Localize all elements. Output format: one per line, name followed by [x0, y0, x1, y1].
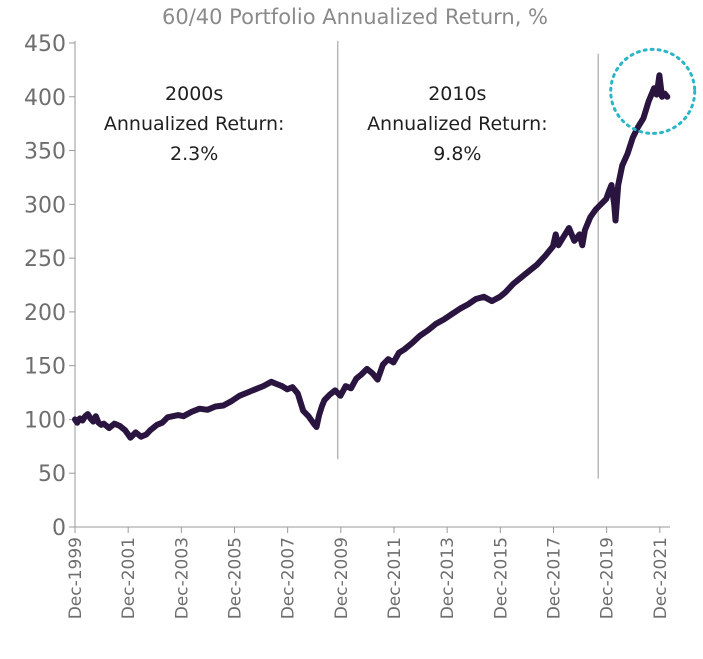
- x-tick-label: Dec-2017: [544, 537, 564, 619]
- x-tick-label: Dec-2019: [598, 537, 618, 619]
- annotation-text: Annualized Return:: [104, 113, 285, 135]
- y-tick-label: 0: [52, 516, 66, 541]
- y-tick-label: 200: [24, 301, 66, 326]
- x-tick-label: Dec-2009: [332, 537, 352, 619]
- series-layer: [72, 72, 671, 441]
- x-tick-label: Dec-2003: [172, 537, 192, 619]
- x-tick-label: Dec-2007: [279, 537, 299, 619]
- y-tick-label: 400: [24, 86, 66, 111]
- y-tick-label: 100: [24, 408, 66, 433]
- series-line: [72, 72, 671, 441]
- y-tick-label: 50: [38, 462, 66, 487]
- annotation-text: 2010s: [428, 83, 486, 105]
- highlight-layer: [609, 47, 697, 135]
- highlight-circle: [609, 47, 697, 135]
- y-tick-label: 450: [24, 32, 66, 57]
- x-tick-label: Dec-2001: [119, 537, 139, 619]
- y-tick-label: 300: [24, 193, 66, 218]
- period-dividers: [336, 40, 599, 479]
- annotation-text: 2000s: [165, 83, 223, 105]
- y-axis: 0 50 100 150 200 250 300 350 400 450: [24, 32, 76, 541]
- chart-title: 60/40 Portfolio Annualized Return, %: [162, 5, 548, 29]
- x-tick-label: Dec-2005: [225, 537, 245, 619]
- y-tick-label: 250: [24, 247, 66, 272]
- x-tick-label: Dec-2021: [651, 537, 671, 619]
- period-annotations: 2000s Annualized Return: 2.3% 2010s Annualiz…: [104, 83, 548, 165]
- annotation-text: 9.8%: [433, 143, 481, 165]
- x-tick-label: Dec-2015: [491, 537, 511, 619]
- y-tick-label: 150: [24, 355, 66, 380]
- x-axis: Dec-1999 Dec-2001 Dec-2003 Dec-2005 Dec-2007…: [66, 526, 671, 619]
- y-tick-label: 350: [24, 140, 66, 165]
- x-tick-label: Dec-2013: [438, 537, 458, 619]
- annotation-text: 2.3%: [170, 143, 218, 165]
- x-tick-label: Dec-2011: [385, 537, 405, 619]
- annotation-text: Annualized Return:: [367, 113, 548, 135]
- x-tick-label: Dec-1999: [66, 537, 86, 619]
